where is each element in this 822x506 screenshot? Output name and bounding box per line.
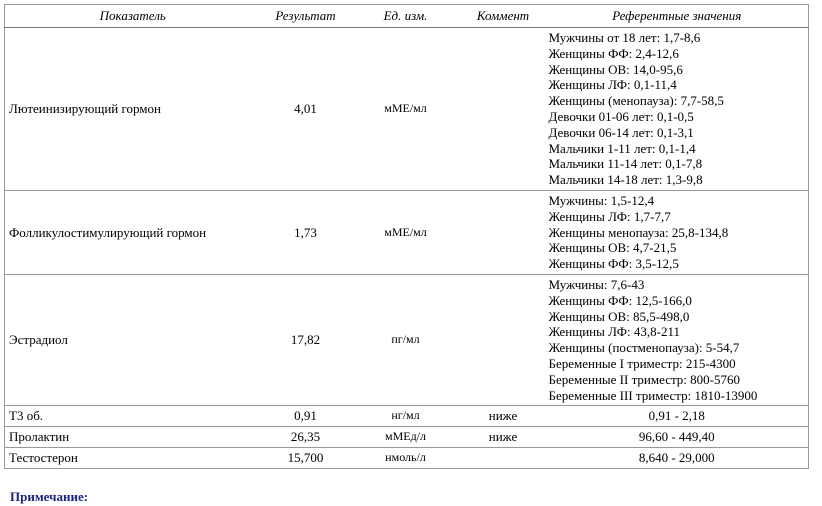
comment: ниже — [460, 426, 546, 448]
results-table: Показатель Результат Ед. изм. Коммент Рефере… — [4, 4, 809, 469]
indicator-name: Эстрадиол — [4, 273, 261, 406]
reference-line: Женщины менопауза: 25,8-134,8 — [548, 224, 729, 240]
header-row: Показатель Результат Ед. изм. Коммент Рефере… — [4, 4, 809, 28]
comment — [460, 189, 546, 275]
reference: Мужчины: 1,5-12,4 Женщины ЛФ: 1,7-7,7 Женщ… — [545, 189, 809, 275]
table-row: Пролактин 26,35 мМЕд/л ниже 96,60 - 449,40 — [4, 426, 809, 448]
reference-line: Беременные III триместр: 1810-13900 — [548, 387, 758, 403]
reference-line: Мальчики 14-18 лет: 1,3-9,8 — [548, 172, 703, 188]
result: 4,01 — [260, 27, 351, 191]
reference-line: Девочки 06-14 лет: 0,1-3,1 — [548, 124, 694, 140]
reference: 0,91 - 2,18 — [545, 405, 809, 427]
reference-line: Девочки 01-06 лет: 0,1-0,5 — [548, 108, 694, 124]
unit: нг/мл — [350, 405, 461, 427]
table-row: Эстрадиол 17,82 пг/мл Мужчины: 7,6-43 Женщин… — [4, 273, 809, 406]
unit: мМЕд/л — [350, 426, 461, 448]
comment — [460, 273, 546, 406]
column-header: Результат — [260, 4, 351, 28]
note: Примечание: — [10, 489, 89, 504]
reference-line: Женщины ОВ: 4,7-21,5 — [548, 240, 677, 256]
reference-line: Беременные I триместр: 215-4300 — [548, 355, 736, 371]
indicator-name: Фолликулостимулирующий гормон — [4, 189, 261, 275]
indicator-name: Лютеинизирующий гормон — [4, 27, 261, 191]
reference-line: 0,91 - 2,18 — [648, 408, 705, 424]
reference-line: Женщины ЛФ: 1,7-7,7 — [548, 208, 671, 224]
reference-line: Женщины ЛФ: 0,1-11,4 — [548, 77, 677, 93]
result: 15,700 — [260, 446, 351, 469]
reference: 96,60 - 449,40 — [545, 426, 809, 448]
reference-line: Беременные II триместр: 800-5760 — [548, 371, 741, 387]
unit: нмоль/л — [350, 446, 461, 469]
reference-line: 8,640 - 29,000 — [638, 449, 715, 465]
reference-line: Женщины ОВ: 85,5-498,0 — [548, 308, 690, 324]
reference-line: Женщины ФФ: 3,5-12,5 — [548, 256, 679, 272]
result: 0,91 — [260, 405, 351, 427]
reference: Мужчины: 7,6-43 Женщины ФФ: 12,5-166,0 Жен… — [545, 273, 809, 406]
column-header: Показатель — [4, 4, 261, 28]
comment — [460, 27, 546, 191]
table-row: Фолликулостимулирующий гормон 1,73 мМЕ/мл М… — [4, 189, 809, 275]
table-row: Лютеинизирующий гормон 4,01 мМЕ/мл Мужчины … — [4, 27, 809, 191]
reference-line: Женщины (постменопауза): 5-54,7 — [548, 340, 740, 356]
unit: мМЕ/мл — [350, 189, 461, 275]
reference-line: Женщины ФФ: 12,5-166,0 — [548, 292, 692, 308]
result: 1,73 — [260, 189, 351, 275]
reference-line: Мальчики 1-11 лет: 0,1-1,4 — [548, 140, 696, 156]
unit: мМЕ/мл — [350, 27, 461, 191]
reference: 8,640 - 29,000 — [545, 446, 809, 469]
indicator-name: Пролактин — [4, 426, 261, 448]
reference-line: 96,60 - 449,40 — [638, 429, 715, 445]
indicator-name: Тестостерон — [4, 446, 261, 469]
reference-line: Женщины ЛФ: 43,8-211 — [548, 324, 681, 340]
reference-line: Мужчины: 1,5-12,4 — [548, 192, 655, 208]
reference-line: Мужчины: 7,6-43 — [548, 276, 645, 292]
reference-line: Женщины ФФ: 2,4-12,6 — [548, 45, 679, 61]
column-header: Референтные значения — [545, 4, 809, 28]
reference: Мужчины от 18 лет: 1,7-8,6 Женщины ФФ: 2,… — [545, 27, 809, 191]
table-row: Тестостерон 15,700 нмоль/л 8,640 - 29,000 — [4, 446, 809, 469]
reference-line: Мужчины от 18 лет: 1,7-8,6 — [548, 30, 701, 45]
result: 26,35 — [260, 426, 351, 448]
column-header: Коммент — [460, 4, 546, 28]
comment — [460, 446, 546, 469]
indicator-name: Т3 об. — [4, 405, 261, 427]
table-row: Т3 об. 0,91 нг/мл ниже 0,91 - 2,18 — [4, 405, 809, 427]
column-header: Ед. изм. — [350, 4, 461, 28]
unit: пг/мл — [350, 273, 461, 406]
reference-line: Женщины (менопауза): 7,7-58,5 — [548, 93, 724, 109]
reference-line: Женщины ОВ: 14,0-95,6 — [548, 61, 683, 77]
table-body: Лютеинизирующий гормон 4,01 мМЕ/мл Мужчины … — [4, 27, 809, 469]
comment: ниже — [460, 405, 546, 427]
reference-line: Мальчики 11-14 лет: 0,1-7,8 — [548, 156, 703, 172]
result: 17,82 — [260, 273, 351, 406]
